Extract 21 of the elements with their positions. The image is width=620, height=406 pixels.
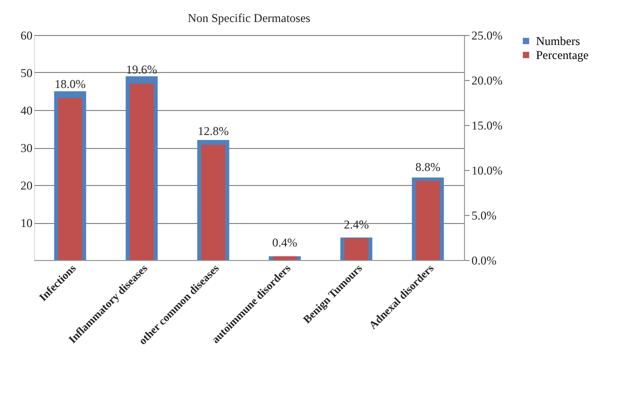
data-label: 19.6% [126,62,158,77]
chart-title: Non Specific Dermatoses [188,11,311,25]
y2-tick-label: 25.0% [472,28,502,42]
data-label: 18.0% [54,77,86,91]
y2-tick-label: 20.0% [472,74,502,88]
data-label: 2.4% [344,217,369,232]
data-label: 8.8% [415,160,440,174]
legend-label: Numbers [536,34,580,48]
y-tick-label: 10 [20,216,32,230]
y-tick-label: 20 [20,178,32,192]
y-tick-label: 50 [20,66,32,80]
y2-tick-label: 0.0% [472,254,496,268]
data-label: 0.4% [272,235,298,250]
legend-label: Percentage [536,48,589,62]
y2-tick-label: 15.0% [472,118,502,132]
y-tick-label: 40 [20,104,32,118]
y2-tick-label: 5.0% [472,208,496,222]
y-tick-label: 30 [20,141,32,155]
y-tick-label: 60 [20,28,32,42]
y2-tick-label: 10.0% [472,164,502,178]
data-label: 12.8% [198,124,229,138]
